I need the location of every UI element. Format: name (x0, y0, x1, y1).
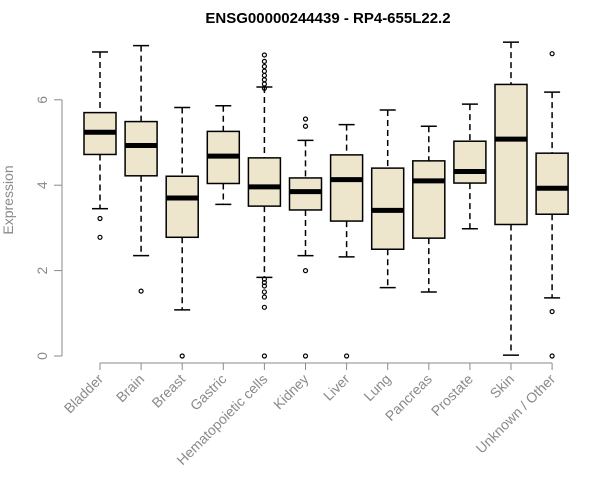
y-tick-label: 2 (34, 266, 50, 274)
y-tick-label: 0 (34, 352, 50, 360)
box (535, 152, 569, 215)
box-group-kidney (288, 116, 323, 359)
outlier-point (549, 353, 555, 359)
outlier-point (261, 81, 267, 87)
outlier-point (261, 289, 267, 295)
y-tick-label: 6 (34, 96, 50, 104)
box (412, 160, 446, 239)
box (124, 120, 158, 177)
outlier-point (302, 268, 309, 274)
box (453, 140, 487, 184)
x-tick-label: Skin (487, 371, 518, 402)
outlier-point (261, 58, 267, 64)
outlier-point (97, 234, 103, 240)
outlier-point (549, 51, 555, 57)
box-group-skin (494, 41, 528, 356)
box-group-pancreas (412, 125, 446, 293)
outlier-point (302, 116, 309, 122)
box-group-liver (329, 123, 364, 359)
outlier-point (302, 123, 309, 129)
outlier-point (138, 288, 144, 294)
boxes-group (83, 41, 569, 359)
box-group-brain (124, 44, 158, 294)
box-group-lung (370, 109, 405, 289)
outlier-point (261, 353, 267, 359)
outlier-point (302, 353, 309, 359)
chart-title: ENSG00000244439 - RP4-655L22.2 (205, 10, 450, 27)
box-group-unknown-other (535, 51, 569, 359)
outlier-point (261, 72, 267, 79)
x-tick-label: Liver (320, 371, 353, 404)
outlier-point (261, 85, 267, 91)
box-group-prostate (453, 103, 487, 230)
outlier-point (549, 308, 555, 315)
box (247, 157, 282, 207)
x-tick-label: Lung (360, 371, 393, 404)
y-tick-label: 4 (34, 181, 50, 189)
outlier-point (261, 294, 267, 300)
box (165, 175, 199, 239)
outlier-point (261, 77, 267, 83)
outlier-point (261, 52, 267, 58)
outlier-point (179, 353, 185, 359)
outlier-point (97, 215, 103, 222)
box-group-breast (165, 106, 199, 359)
outlier-point (261, 68, 267, 74)
x-tick-label: Prostate (428, 371, 476, 419)
outlier-point (261, 63, 267, 70)
x-tick-label: Kidney (270, 371, 312, 413)
box-group-gastric (206, 105, 241, 206)
x-tick-label: Bladder (61, 371, 107, 417)
x-tick-label: Brain (113, 371, 147, 405)
box (494, 83, 528, 226)
box-group-bladder (83, 51, 117, 240)
y-axis: 0 2 4 6 (34, 96, 63, 360)
box (329, 154, 364, 222)
outlier-point (344, 353, 350, 359)
y-axis-label: Expression (0, 165, 16, 234)
box-group-hematopoietic-cells (247, 52, 282, 359)
x-tick-label: Breast (148, 371, 188, 411)
outlier-point (261, 283, 267, 289)
outlier-point (261, 304, 267, 310)
